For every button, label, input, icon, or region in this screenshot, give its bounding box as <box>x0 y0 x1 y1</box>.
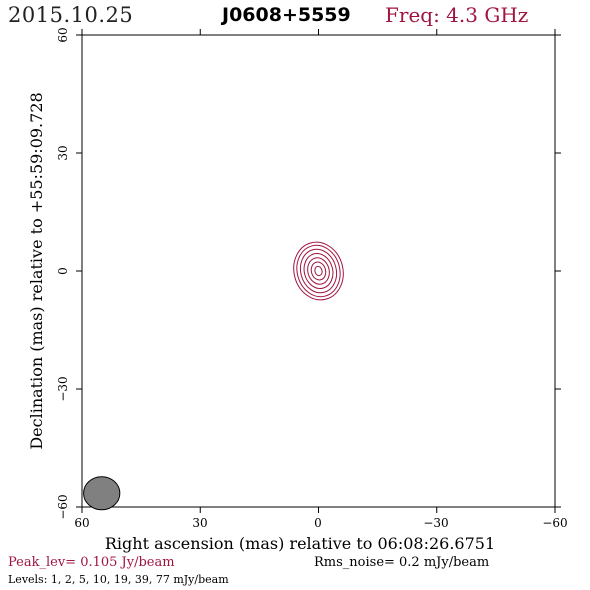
beam-group <box>83 476 121 511</box>
y-axis-title: Declination (mas) relative to +55:59:09.… <box>27 92 46 449</box>
contour-level-10 <box>303 253 334 289</box>
observation-date: 2015.10.25 <box>8 3 134 27</box>
contour-level-39 <box>310 261 327 281</box>
beam-ellipse <box>83 476 121 511</box>
contour-levels: Levels: 1, 2, 5, 10, 19, 39, 77 mJy/beam <box>8 573 229 586</box>
y-tick-label: −60 <box>56 494 70 519</box>
axis-ticks <box>76 29 561 513</box>
y-tick-label: −30 <box>56 376 70 401</box>
plot-frame <box>81 34 556 508</box>
y-tick-label: 60 <box>56 27 70 42</box>
contour-level-2 <box>296 244 341 298</box>
x-tick-label: −60 <box>542 516 567 530</box>
contour-level-5 <box>299 248 338 294</box>
contour-level-19 <box>307 257 330 285</box>
peak-level: Peak_lev= 0.105 Jy/beam <box>8 555 175 570</box>
y-tick-label: 30 <box>56 145 70 160</box>
contour-level-1 <box>293 241 344 301</box>
contour-group <box>293 241 344 301</box>
x-axis-title: Right ascension (mas) relative to 06:08:… <box>105 534 495 553</box>
y-tick-label: 0 <box>56 267 70 275</box>
x-tick-label: 0 <box>314 516 322 530</box>
x-tick-label: 60 <box>74 516 89 530</box>
source-name: J0608+5559 <box>222 4 351 26</box>
rms-noise: Rms_noise= 0.2 mJy/beam <box>314 555 490 570</box>
x-tick-label: 30 <box>192 516 207 530</box>
frequency-label: Freq: 4.3 GHz <box>385 3 529 27</box>
x-tick-label: −30 <box>423 516 448 530</box>
contour-level-77 <box>314 265 323 277</box>
